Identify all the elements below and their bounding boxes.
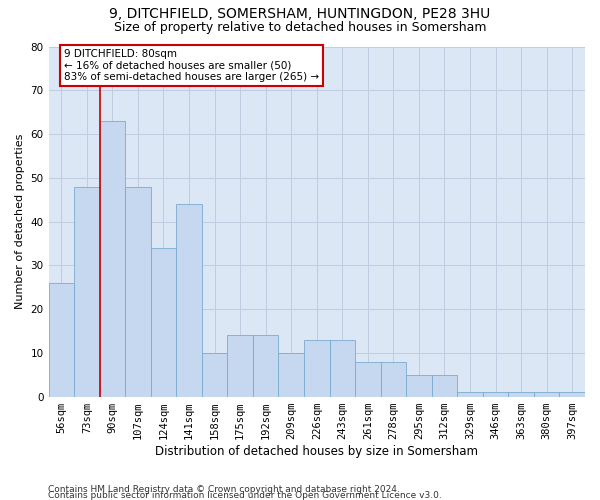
Bar (304, 340, 329, 396)
Bar (278, 353, 304, 397)
Bar (253, 336, 278, 396)
X-axis label: Distribution of detached houses by size in Somersham: Distribution of detached houses by size … (155, 444, 478, 458)
Text: Contains HM Land Registry data © Crown copyright and database right 2024.: Contains HM Land Registry data © Crown c… (48, 485, 400, 494)
Bar (151, 248, 176, 396)
Text: 9 DITCHFIELD: 80sqm
← 16% of detached houses are smaller (50)
83% of semi-detach: 9 DITCHFIELD: 80sqm ← 16% of detached ho… (64, 48, 319, 82)
Bar (508, 392, 534, 396)
Bar (559, 392, 585, 396)
Bar (125, 186, 151, 396)
Bar (329, 340, 355, 396)
Bar (483, 392, 508, 396)
Bar (380, 362, 406, 396)
Bar (534, 392, 559, 396)
Bar (457, 392, 483, 396)
Text: Contains public sector information licensed under the Open Government Licence v3: Contains public sector information licen… (48, 491, 442, 500)
Bar (355, 362, 380, 396)
Text: 9, DITCHFIELD, SOMERSHAM, HUNTINGDON, PE28 3HU: 9, DITCHFIELD, SOMERSHAM, HUNTINGDON, PE… (109, 8, 491, 22)
Bar (432, 374, 457, 396)
Bar (49, 283, 74, 397)
Bar (202, 353, 227, 397)
Bar (227, 336, 253, 396)
Bar (406, 374, 432, 396)
Y-axis label: Number of detached properties: Number of detached properties (15, 134, 25, 309)
Bar (176, 204, 202, 396)
Bar (100, 121, 125, 396)
Bar (74, 186, 100, 396)
Text: Size of property relative to detached houses in Somersham: Size of property relative to detached ho… (114, 21, 486, 34)
